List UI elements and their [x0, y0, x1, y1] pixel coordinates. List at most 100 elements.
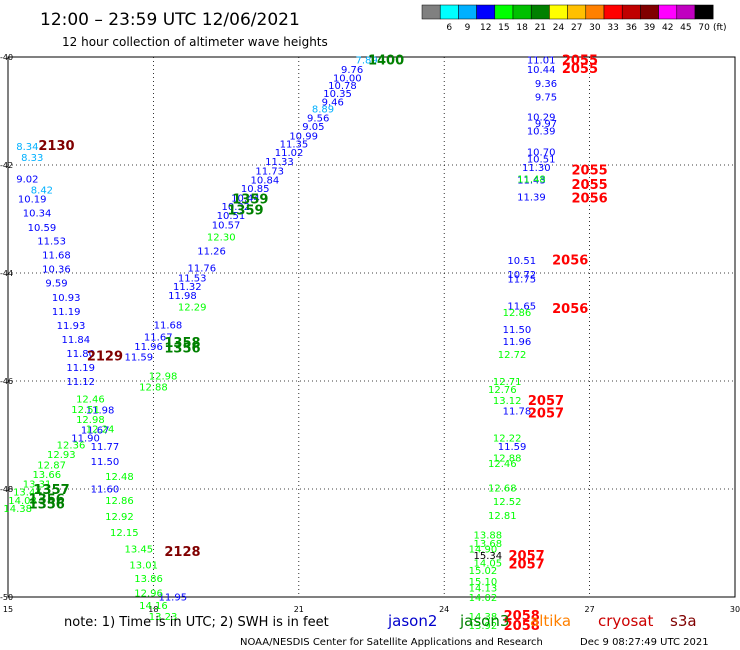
wave-height-value: 13.31 — [23, 480, 52, 491]
pass-time-label: 1357 — [34, 483, 70, 498]
plot-area — [7, 56, 736, 598]
wave-height-value: 11.39 — [517, 192, 546, 203]
legend-label: 21 — [535, 23, 546, 33]
wave-height-value: 14.38 — [3, 504, 32, 515]
wave-height-value: 12.86 — [105, 496, 134, 507]
wave-height-value: 11.50 — [91, 457, 120, 468]
wave-height-value: 12.24 — [86, 425, 115, 436]
wave-height-value: 11.60 — [91, 484, 120, 495]
legend-label: 70 — [698, 23, 710, 33]
wave-height-value: 14.13 — [469, 583, 498, 594]
wave-height-value: 11.96 — [134, 342, 163, 353]
legend-label: 30 — [589, 23, 601, 33]
wave-height-value: 10.44 — [231, 193, 260, 204]
wave-height-value: 8.42 — [31, 185, 53, 196]
pass-time-label: 2057 — [508, 558, 544, 573]
pass-time-label: 1359 — [232, 192, 268, 207]
wave-height-value: 13.12 — [493, 396, 522, 407]
wave-height-value: 9.75 — [535, 92, 557, 103]
wave-height-value: 12.76 — [488, 385, 517, 396]
wave-height-value: 13.66 — [32, 470, 61, 481]
y-tick-label: -48 — [0, 485, 13, 494]
data-points: 7.898.348.338.428.899.7610.0010.7810.359… — [3, 56, 557, 632]
wave-height-value: 11.01 — [527, 56, 556, 67]
wave-height-value: 10.78 — [328, 81, 357, 92]
wave-height-value: 12.46 — [488, 459, 517, 470]
legend-label: 36 — [626, 23, 638, 33]
wave-height-value: 11.68 — [154, 320, 183, 331]
legend-swatch — [476, 4, 496, 20]
wave-height-value: 11.19 — [52, 307, 81, 318]
legend-label: 45 — [680, 23, 691, 33]
wave-height-value: 11.30 — [522, 163, 551, 174]
pass-time-label: 1356 — [164, 342, 200, 357]
legend-label: 33 — [607, 23, 618, 33]
pass-time-label: 2055 — [572, 178, 608, 193]
wave-height-value: 12.93 — [47, 450, 76, 461]
legend-swatch — [512, 4, 532, 20]
legend-swatch — [421, 4, 441, 20]
legend-swatch — [694, 4, 714, 20]
wave-height-value: 11.93 — [57, 321, 86, 332]
wave-height-value: 13.86 — [134, 574, 163, 585]
wave-height-value: 12.88 — [139, 382, 168, 393]
wave-height-value: 12.71 — [493, 377, 522, 388]
wave-height-value: 13.44 — [13, 488, 42, 499]
legend-label: 12 — [480, 23, 491, 33]
wave-height-value: 10.36 — [42, 265, 71, 276]
legend-label: 24 — [553, 23, 565, 33]
legend-swatch — [549, 4, 568, 20]
x-tick-label: 15 — [3, 605, 13, 614]
wave-height-value: 15.02 — [469, 566, 498, 577]
wave-height-value: 11.53 — [178, 273, 207, 284]
wave-height-value: 10.51 — [527, 155, 556, 166]
pass-time-label: 1356 — [29, 493, 65, 508]
wave-height-value: 12.86 — [503, 308, 532, 319]
wave-height-value: 12.81 — [488, 511, 517, 522]
wave-height-value: 10.84 — [251, 176, 280, 187]
y-tick-label: -46 — [0, 377, 13, 386]
pass-time-label: 2056 — [552, 254, 588, 269]
pass-time-label: 2055 — [572, 163, 608, 178]
y-tick-label: -40 — [0, 53, 13, 62]
wave-height-value: 10.72 — [507, 270, 536, 281]
legend-swatch — [640, 4, 659, 20]
wave-height-value: 10.29 — [527, 112, 556, 123]
satellite-s3a: s3a — [670, 612, 697, 630]
wave-height-value: 12.51 — [71, 405, 100, 416]
wave-height-value: 7.89 — [356, 56, 378, 67]
pass-time-label: 2055 — [562, 54, 598, 69]
wave-height-value: 15.34 — [473, 551, 502, 562]
x-tick-label: 18 — [148, 605, 158, 614]
wave-height-value: 12.29 — [178, 302, 207, 313]
satellite-legend: jason2 jason3 altika cryosat s3a — [387, 612, 697, 630]
wave-height-value: 11.59 — [125, 353, 154, 364]
legend-swatch — [676, 4, 696, 20]
wave-height-value: 15.10 — [469, 577, 498, 588]
wave-height-value: 12.72 — [498, 350, 527, 361]
wave-height-value: 13.23 — [149, 612, 178, 623]
wave-height-value: 8.89 — [312, 104, 334, 115]
wave-height-value: 9.56 — [307, 113, 329, 124]
pass-time-label: 2057 — [528, 394, 564, 409]
wave-height-value: 12.36 — [57, 441, 86, 452]
wave-height-value: 11.68 — [42, 251, 71, 262]
wave-height-value: 10.59 — [28, 223, 57, 234]
pass-time-label: 2128 — [164, 545, 200, 560]
x-tick-label: 30 — [730, 605, 740, 614]
wave-height-value: 11.50 — [503, 325, 532, 336]
wave-height-value: 12.98 — [76, 415, 105, 426]
wave-height-value: 11.48 — [517, 175, 546, 186]
wave-height-value: 11.98 — [86, 406, 115, 417]
wave-height-value: 12.87 — [37, 461, 66, 472]
pass-time-label: 2056 — [572, 191, 608, 206]
legend-label: 9 — [465, 23, 471, 33]
pass-time-label: 1356 — [29, 498, 65, 513]
wave-height-value: 10.93 — [52, 293, 81, 304]
wave-height-value: 14.02 — [469, 593, 498, 604]
wave-height-value: 11.95 — [158, 592, 187, 603]
wave-height-value: 11.78 — [503, 407, 532, 418]
wave-height-value: 12.68 — [488, 483, 517, 494]
axis-ticks: 15 18 21 24 27 30 -40 -42 -44 -46 -48 -50 — [0, 53, 740, 614]
